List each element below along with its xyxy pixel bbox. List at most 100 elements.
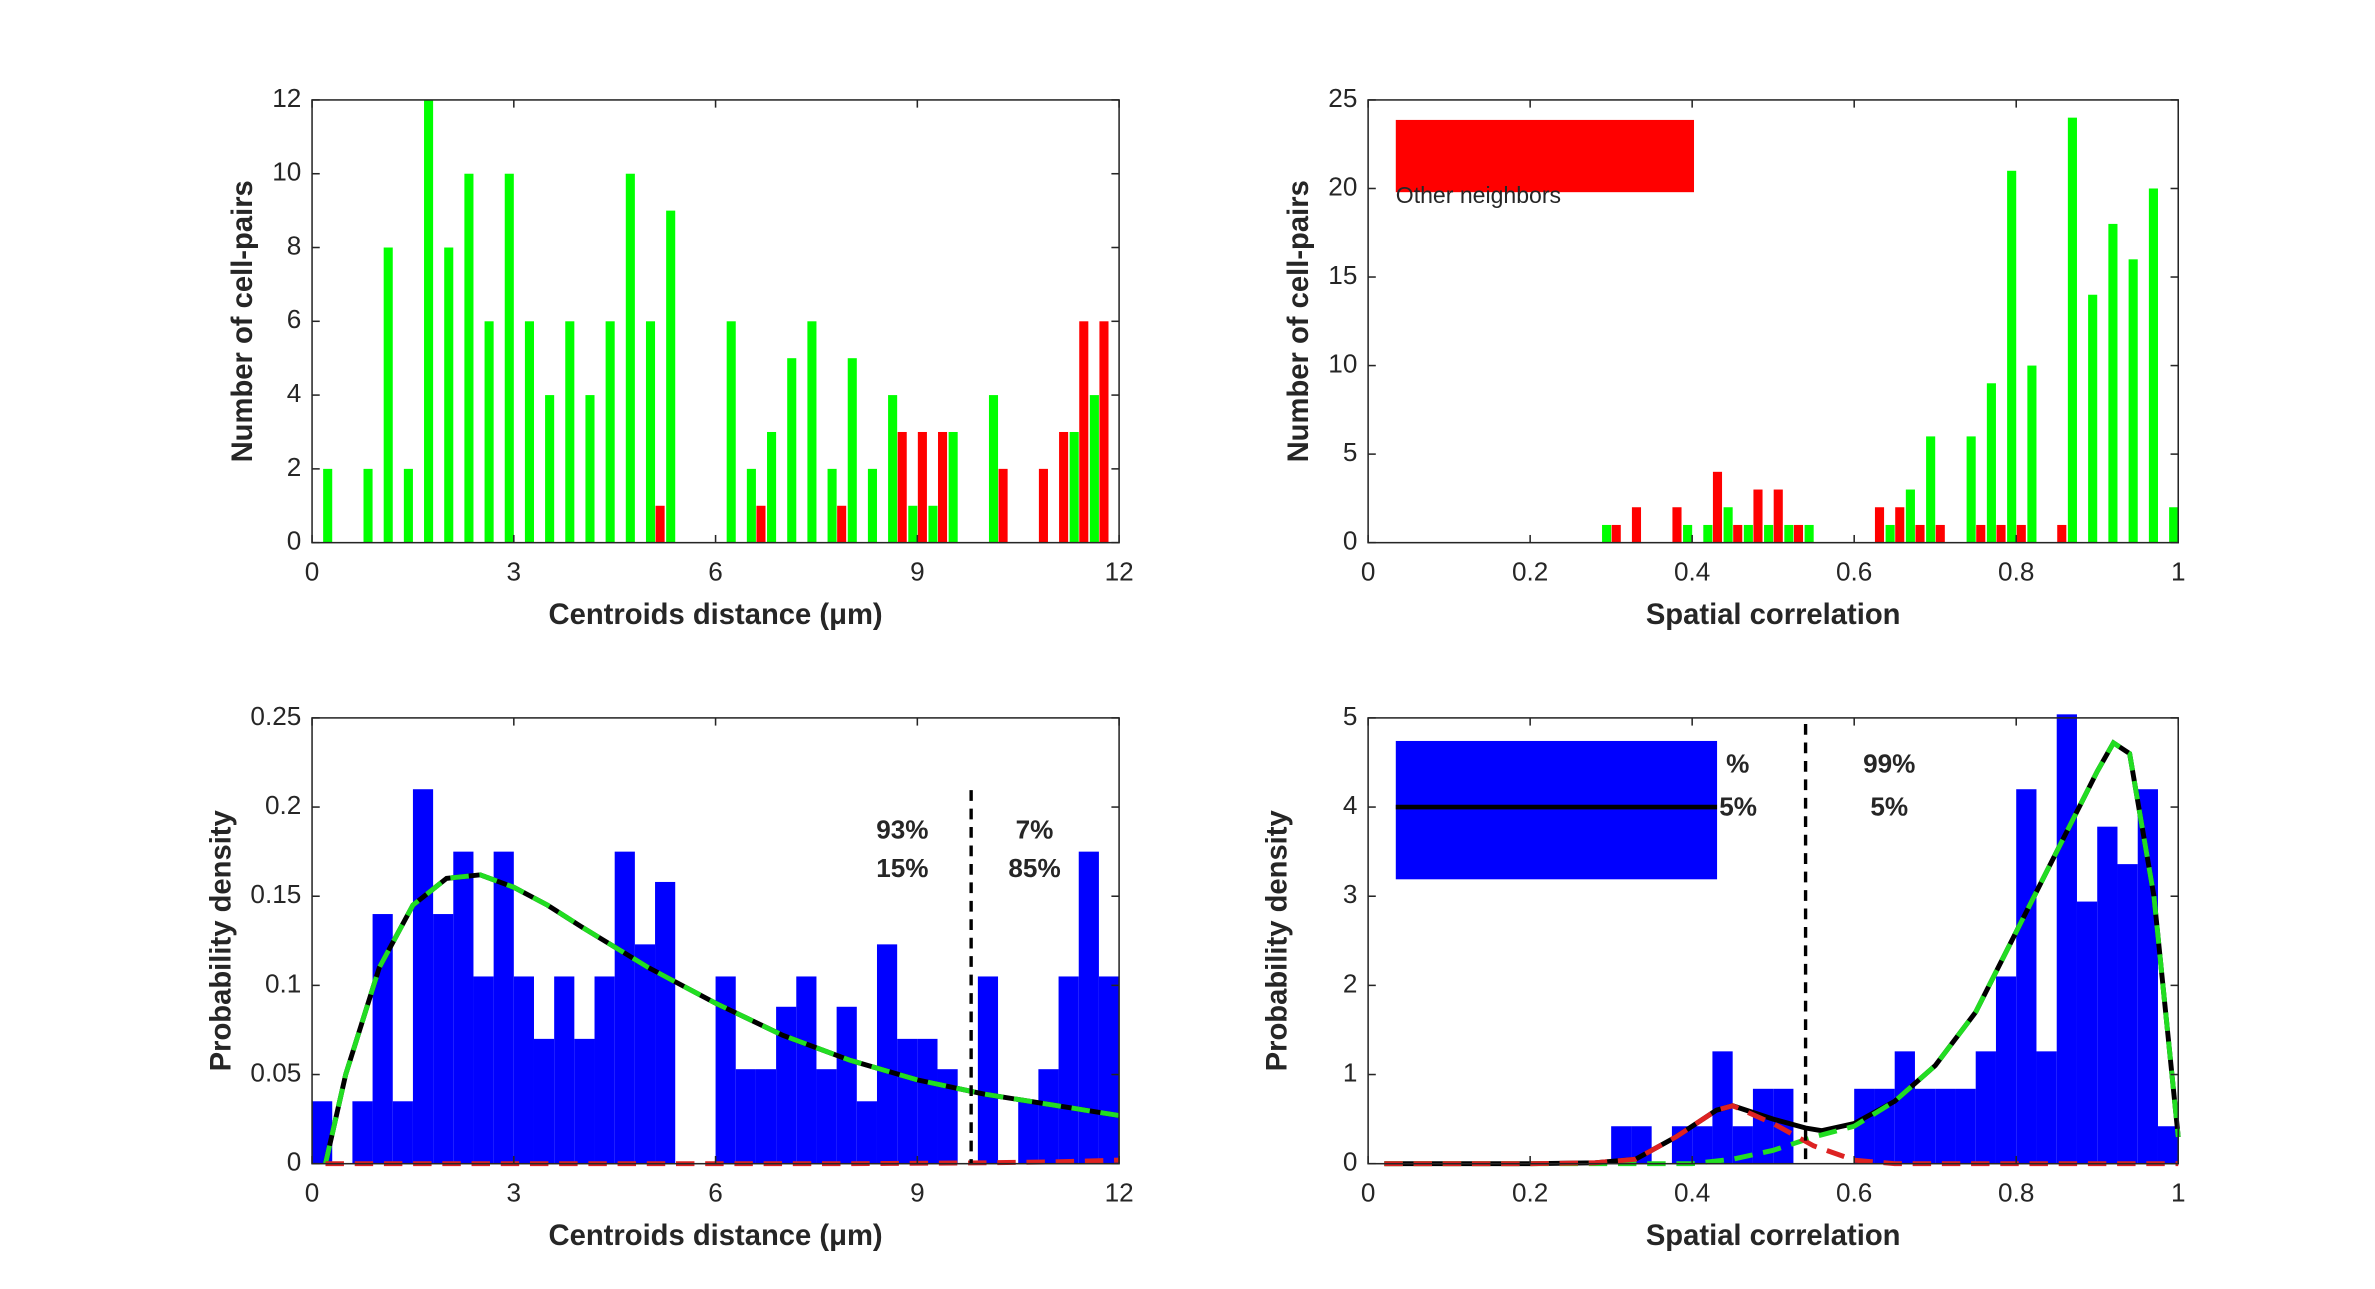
histogram-bar (2036, 1051, 2057, 1164)
histogram-bar (977, 976, 999, 1164)
histogram-bar (453, 851, 474, 1164)
y-axis-label: Number of cell-pairs (1283, 180, 1315, 462)
bar (2148, 188, 2158, 543)
histogram-bar (1611, 1126, 1632, 1164)
histogram-bar (533, 1038, 555, 1164)
legend-label: Other neighbors (1396, 182, 1561, 208)
bar (323, 468, 333, 543)
histogram-bar (836, 1006, 857, 1164)
histogram-bar (715, 976, 736, 1164)
histogram-bar (1874, 1088, 1895, 1164)
bar (1059, 431, 1069, 543)
bar (363, 468, 373, 543)
x-tick-label: 12 (1105, 1177, 1134, 1207)
bar (726, 321, 736, 543)
bar (2108, 223, 2118, 543)
bar (1672, 507, 1682, 543)
bar (666, 210, 676, 543)
x-tick-label: 1 (2171, 1177, 2186, 1207)
histogram-bar (1955, 1088, 1976, 1164)
bar (837, 505, 847, 543)
annotation: % (1726, 748, 1749, 778)
bar (897, 431, 907, 543)
annotation: 5% (1719, 792, 1757, 822)
x-tick-label: 9 (910, 556, 925, 586)
x-tick-label: 1 (2171, 556, 2186, 586)
histogram-bar (634, 944, 656, 1164)
histogram-bar (2097, 826, 2118, 1164)
bar (1915, 524, 1925, 543)
bar (2067, 117, 2077, 543)
histogram-bar (1935, 1088, 1956, 1164)
bar (1905, 489, 1915, 543)
bar (1723, 507, 1733, 543)
y-tick-label: 10 (1328, 348, 1357, 378)
x-tick-label: 6 (708, 556, 723, 586)
bar (746, 468, 756, 543)
bar (383, 247, 393, 543)
bar (1753, 489, 1763, 543)
histogram-bar (2016, 789, 2037, 1164)
histogram-bar (1692, 1126, 1713, 1164)
bar (1986, 383, 1996, 543)
bar (1089, 395, 1099, 543)
bar (2088, 294, 2098, 543)
histogram-bar (876, 944, 898, 1164)
histogram-bar (917, 1038, 938, 1164)
histogram-bar (1773, 1088, 1794, 1164)
bar (484, 321, 494, 543)
x-axis-label: Centroids distance (μm) (549, 599, 883, 631)
bar (1743, 524, 1753, 543)
histogram-bar (816, 1069, 837, 1164)
x-tick-label: 6 (708, 1177, 723, 1207)
bar (424, 99, 434, 543)
y-tick-label: 3 (1343, 879, 1358, 909)
histogram-bar (2076, 901, 2098, 1164)
y-tick-label: 2 (287, 452, 302, 482)
axes-frame (1367, 99, 2180, 544)
bar (1895, 507, 1905, 543)
histogram-bar (2117, 864, 2138, 1164)
histogram-bar (856, 1101, 877, 1164)
bar (917, 431, 927, 543)
annotation: 85% (1008, 853, 1060, 883)
x-tick-label: 0.4 (1674, 556, 1710, 586)
bar (504, 173, 514, 543)
bar (2128, 259, 2138, 543)
histogram-bar (1078, 851, 1099, 1164)
histogram-bar (1018, 1101, 1039, 1164)
histogram-bar (412, 789, 434, 1164)
bar (867, 468, 877, 543)
y-tick-label: 0 (287, 526, 302, 556)
bar (403, 468, 413, 543)
x-axis-label: Spatial correlation (1646, 1220, 1901, 1252)
histogram-bar (352, 1101, 373, 1164)
bar (756, 505, 766, 543)
x-tick-label: 0.2 (1512, 556, 1548, 586)
bar (2169, 507, 2179, 543)
y-tick-label: 0.2 (265, 790, 301, 820)
bar (545, 395, 555, 543)
y-tick-label: 5 (1343, 701, 1358, 731)
histogram-bar (574, 1038, 595, 1164)
bar (1926, 436, 1936, 543)
bar (1784, 524, 1794, 543)
y-tick-label: 0.05 (250, 1057, 301, 1087)
annotation: 15% (876, 853, 928, 883)
bar (2027, 365, 2037, 543)
histogram-bar (594, 976, 615, 1164)
y-tick-label: 1 (1343, 1057, 1358, 1087)
histogram-bar (513, 976, 534, 1164)
histogram-bar (796, 976, 817, 1164)
bar (605, 321, 615, 543)
x-tick-label: 9 (910, 1177, 925, 1207)
x-tick-label: 0.8 (1998, 556, 2034, 586)
y-tick-label: 10 (272, 157, 301, 187)
histogram-bar (897, 1038, 918, 1164)
y-tick-label: 8 (287, 230, 302, 260)
y-tick-label: 12 (272, 83, 301, 113)
histogram-bar (1894, 1051, 1915, 1164)
histogram-bar (937, 1069, 958, 1164)
histogram-bar (735, 1069, 756, 1164)
y-tick-label: 25 (1328, 83, 1357, 113)
